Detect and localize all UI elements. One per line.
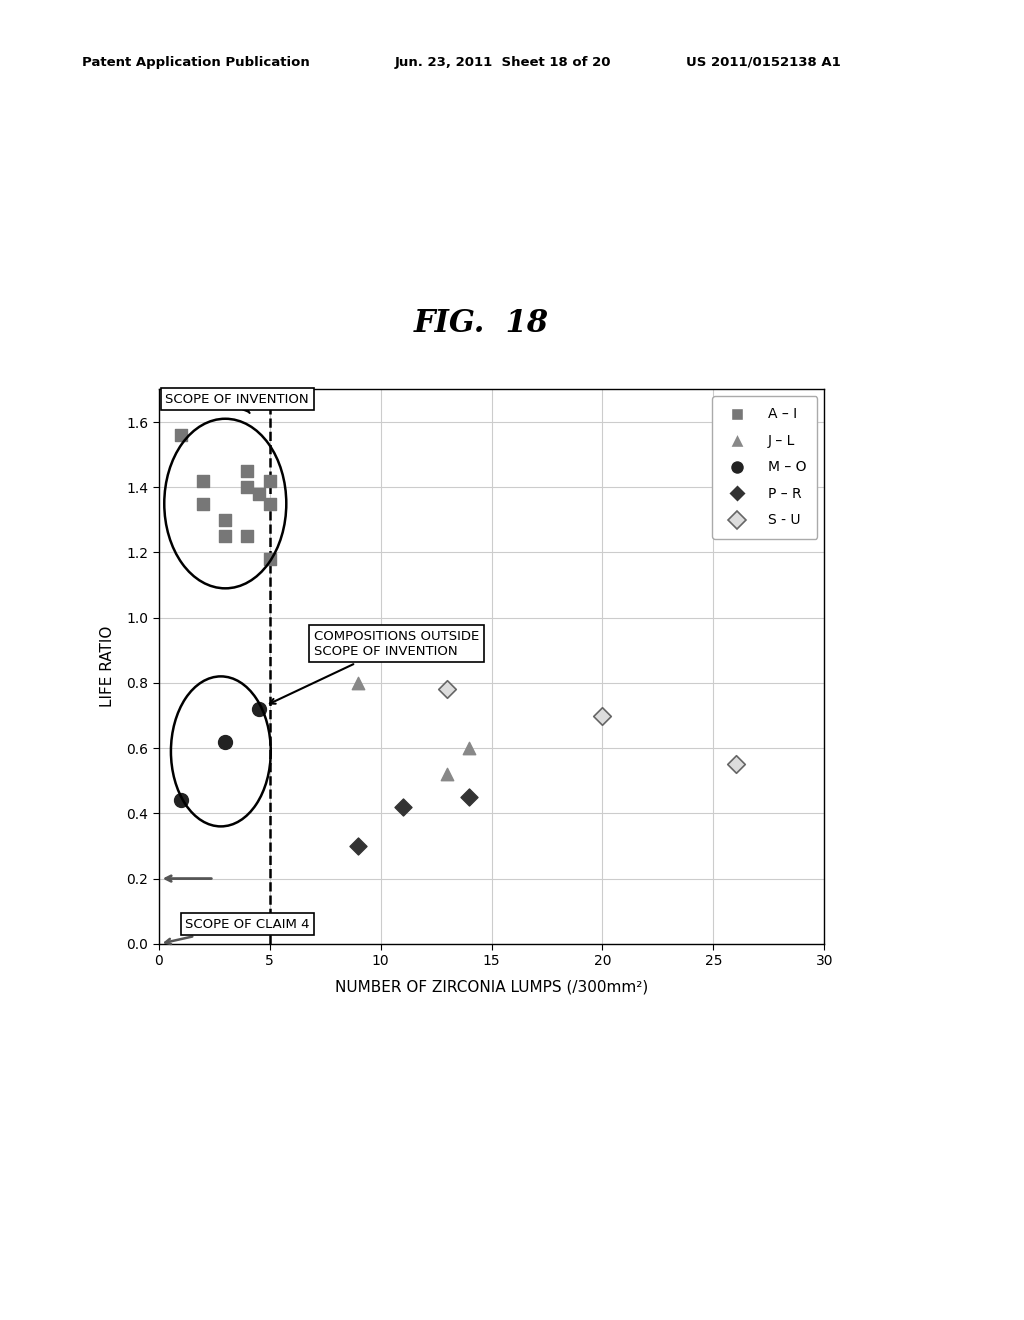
S - U bbox=[594, 705, 610, 726]
S - U bbox=[727, 754, 743, 775]
X-axis label: NUMBER OF ZIRCONIA LUMPS (/300mm²): NUMBER OF ZIRCONIA LUMPS (/300mm²) bbox=[335, 979, 648, 994]
P – R bbox=[394, 796, 411, 817]
A – I bbox=[240, 525, 256, 546]
M – O bbox=[250, 698, 266, 719]
Text: FIG.  18: FIG. 18 bbox=[414, 308, 549, 339]
A – I bbox=[240, 477, 256, 498]
Text: SCOPE OF CLAIM 4: SCOPE OF CLAIM 4 bbox=[165, 917, 310, 944]
J – L bbox=[461, 738, 477, 759]
J – L bbox=[350, 672, 367, 693]
A – I bbox=[195, 492, 211, 513]
Y-axis label: LIFE RATIO: LIFE RATIO bbox=[100, 626, 115, 708]
A – I bbox=[261, 492, 278, 513]
J – L bbox=[439, 764, 456, 785]
A – I bbox=[195, 470, 211, 491]
A – I bbox=[173, 425, 189, 446]
M – O bbox=[173, 789, 189, 810]
P – R bbox=[350, 836, 367, 857]
Text: Patent Application Publication: Patent Application Publication bbox=[82, 55, 309, 69]
A – I bbox=[217, 525, 233, 546]
Text: COMPOSITIONS OUTSIDE
SCOPE OF INVENTION: COMPOSITIONS OUTSIDE SCOPE OF INVENTION bbox=[270, 630, 479, 704]
Text: SCOPE OF INVENTION: SCOPE OF INVENTION bbox=[166, 392, 309, 413]
Text: Jun. 23, 2011  Sheet 18 of 20: Jun. 23, 2011 Sheet 18 of 20 bbox=[394, 55, 610, 69]
A – I bbox=[250, 483, 266, 504]
P – R bbox=[461, 787, 477, 808]
S - U bbox=[439, 678, 456, 700]
A – I bbox=[240, 461, 256, 482]
A – I bbox=[217, 510, 233, 531]
Legend: A – I, J – L, M – O, P – R, S - U: A – I, J – L, M – O, P – R, S - U bbox=[713, 396, 817, 539]
Text: US 2011/0152138 A1: US 2011/0152138 A1 bbox=[686, 55, 841, 69]
A – I bbox=[261, 548, 278, 569]
A – I bbox=[261, 470, 278, 491]
M – O bbox=[217, 731, 233, 752]
